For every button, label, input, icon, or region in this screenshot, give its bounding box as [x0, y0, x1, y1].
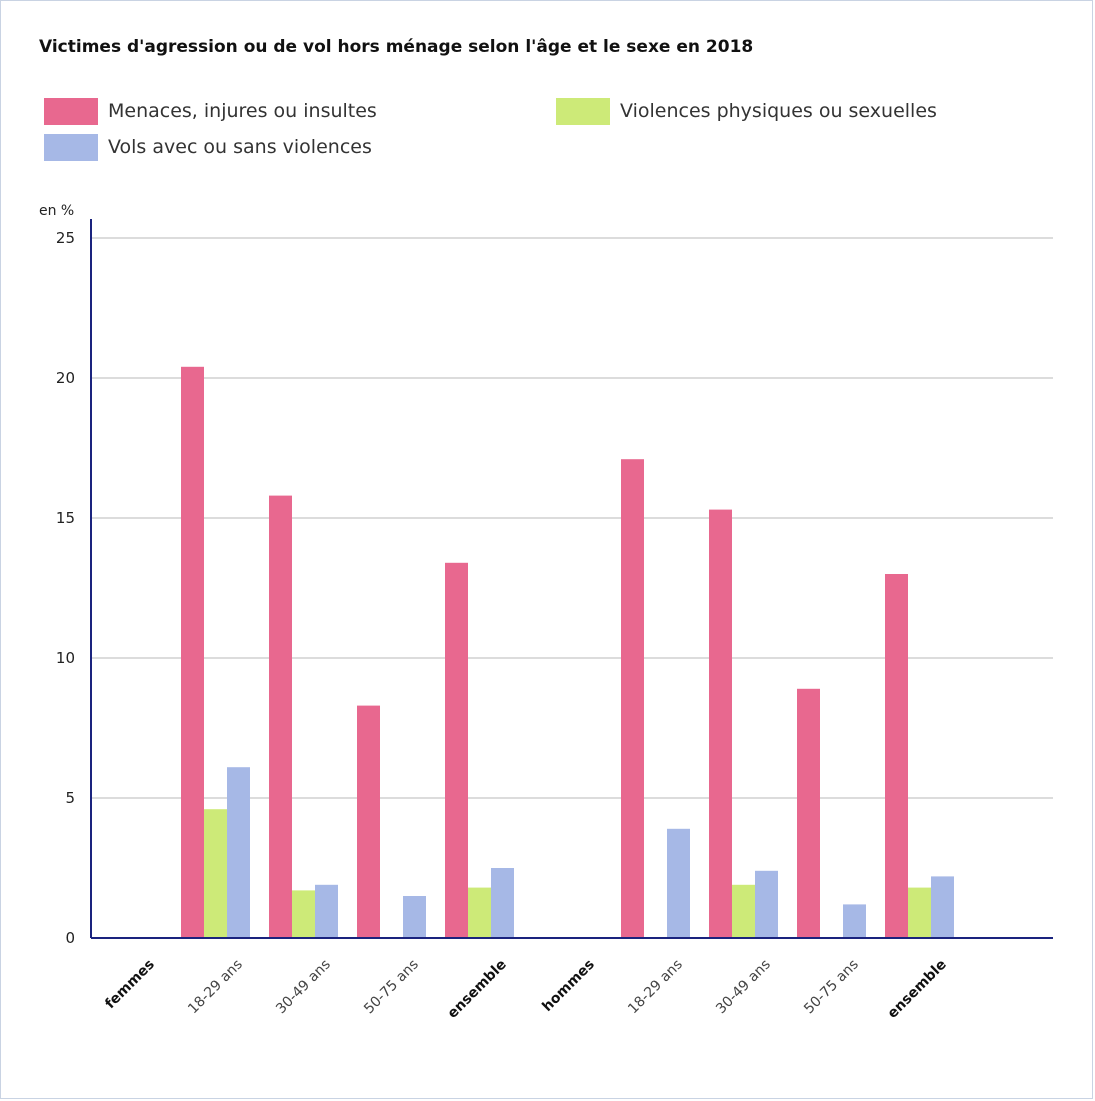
x-category-label: 50-75 ans	[801, 957, 862, 1018]
bar-series2-cat7[interactable]	[755, 870, 778, 938]
bar-series2-cat6[interactable]	[667, 828, 690, 938]
legend-label-vols: Vols avec ou sans violences	[108, 136, 372, 158]
bar-series0-cat2[interactable]	[269, 495, 292, 938]
legend-label-violences: Violences physiques ou sexuelles	[620, 100, 937, 122]
y-tick-label: 20	[56, 369, 75, 387]
x-category-label: 18-29 ans	[625, 957, 686, 1018]
x-category-label: 30-49 ans	[273, 957, 334, 1018]
legend-item-menaces[interactable]: Menaces, injures ou insultes	[44, 96, 377, 126]
bar-series2-cat8[interactable]	[843, 904, 866, 938]
x-category-labels: femmes 18-29 ans 30-49 ans 50-75 ans ensembl…	[102, 957, 950, 1022]
bar-series0-cat6[interactable]	[621, 459, 644, 938]
y-tick-labels: 0 5 10 15 20 25	[56, 229, 75, 947]
x-category-label: 18-29 ans	[185, 957, 246, 1018]
x-category-label: ensemble	[445, 957, 510, 1022]
y-tick-label: 15	[56, 509, 75, 527]
x-category-label: 50-75 ans	[361, 957, 422, 1018]
legend-item-violences[interactable]: Violences physiques ou sexuelles	[556, 96, 937, 126]
chart-title: Victimes d'agression ou de vol hors ména…	[39, 37, 754, 57]
bar-series2-cat4[interactable]	[491, 868, 514, 938]
x-category-label: hommes	[539, 957, 597, 1015]
bars	[181, 366, 954, 938]
legend-swatch-vols	[44, 133, 98, 161]
legend-swatch-violences	[556, 97, 610, 125]
legend-swatch-menaces	[44, 97, 98, 125]
gridlines	[91, 237, 1053, 799]
y-axis-unit-label: en %	[39, 203, 74, 219]
y-tick-label: 25	[56, 229, 75, 247]
y-tick-label: 0	[65, 929, 75, 947]
bar-series0-cat9[interactable]	[885, 574, 908, 938]
bar-series0-cat1[interactable]	[181, 366, 204, 938]
bar-series1-cat7[interactable]	[732, 884, 755, 938]
bar-series0-cat4[interactable]	[445, 562, 468, 938]
bar-series1-cat9[interactable]	[908, 887, 931, 938]
bar-series2-cat3[interactable]	[403, 896, 426, 938]
x-category-label: ensemble	[885, 957, 950, 1022]
bar-series2-cat1[interactable]	[227, 767, 250, 938]
bar-series2-cat9[interactable]	[931, 876, 954, 938]
bar-series0-cat8[interactable]	[797, 688, 820, 938]
y-tick-label: 10	[56, 649, 75, 667]
legend-label-menaces: Menaces, injures ou insultes	[108, 100, 377, 122]
x-category-label: 30-49 ans	[713, 957, 774, 1018]
x-category-label: femmes	[102, 957, 158, 1013]
bar-series2-cat2[interactable]	[315, 884, 338, 938]
bar-series1-cat4[interactable]	[468, 887, 491, 938]
y-tick-label: 5	[65, 789, 75, 807]
legend-item-vols[interactable]: Vols avec ou sans violences	[44, 132, 372, 162]
bar-series0-cat7[interactable]	[709, 509, 732, 938]
bar-series1-cat1[interactable]	[204, 809, 227, 938]
bar-series1-cat2[interactable]	[292, 890, 315, 938]
bar-series0-cat3[interactable]	[357, 705, 380, 938]
